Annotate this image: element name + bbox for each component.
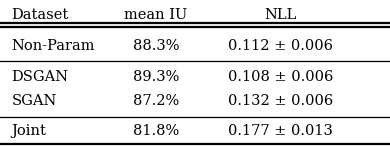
Text: Joint: Joint xyxy=(12,124,46,138)
Text: 0.108 ± 0.006: 0.108 ± 0.006 xyxy=(228,70,333,84)
Text: 89.3%: 89.3% xyxy=(133,70,179,84)
Text: 87.2%: 87.2% xyxy=(133,94,179,108)
Text: Non-Param: Non-Param xyxy=(12,39,95,53)
Text: 0.132 ± 0.006: 0.132 ± 0.006 xyxy=(228,94,333,108)
Text: 88.3%: 88.3% xyxy=(133,39,179,53)
Text: Dataset: Dataset xyxy=(12,8,69,22)
Text: 0.177 ± 0.013: 0.177 ± 0.013 xyxy=(229,124,333,138)
Text: NLL: NLL xyxy=(264,8,297,22)
Text: SGAN: SGAN xyxy=(12,94,57,108)
Text: DSGAN: DSGAN xyxy=(12,70,69,84)
Text: mean IU: mean IU xyxy=(124,8,188,22)
Text: 0.112 ± 0.006: 0.112 ± 0.006 xyxy=(228,39,333,53)
Text: 81.8%: 81.8% xyxy=(133,124,179,138)
